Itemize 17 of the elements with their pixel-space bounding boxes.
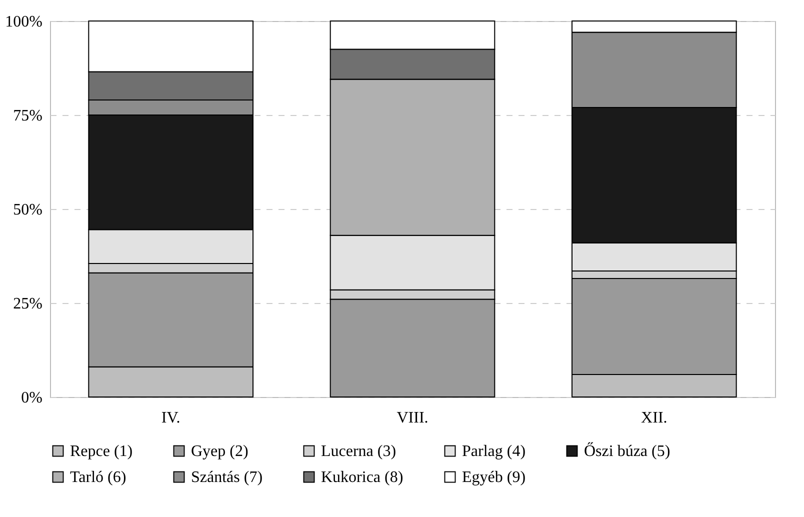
y-tick-label: 50% bbox=[13, 202, 42, 218]
legend-label: Kukorica (8) bbox=[321, 469, 404, 486]
y-tick-label: 100% bbox=[5, 14, 42, 30]
y-tick-label: 75% bbox=[13, 108, 42, 124]
y-tick-label: 0% bbox=[21, 390, 42, 406]
legend-label: Egyéb (9) bbox=[462, 469, 526, 486]
legend-label: Tarló (6) bbox=[70, 469, 126, 486]
x-tick-label: VIII. bbox=[396, 410, 428, 426]
legend-label: Szántás (7) bbox=[191, 469, 263, 486]
y-tick-label: 25% bbox=[13, 296, 42, 312]
legend-label: Repce (1) bbox=[70, 443, 133, 460]
legend-label: Gyep (2) bbox=[191, 443, 248, 460]
legend-label: Parlag (4) bbox=[462, 443, 526, 460]
legend-label: Lucerna (3) bbox=[321, 443, 396, 460]
legend-label: Őszi búza (5) bbox=[584, 442, 670, 460]
x-tick-label: IV. bbox=[161, 410, 180, 426]
x-tick-label: XII. bbox=[641, 410, 668, 426]
